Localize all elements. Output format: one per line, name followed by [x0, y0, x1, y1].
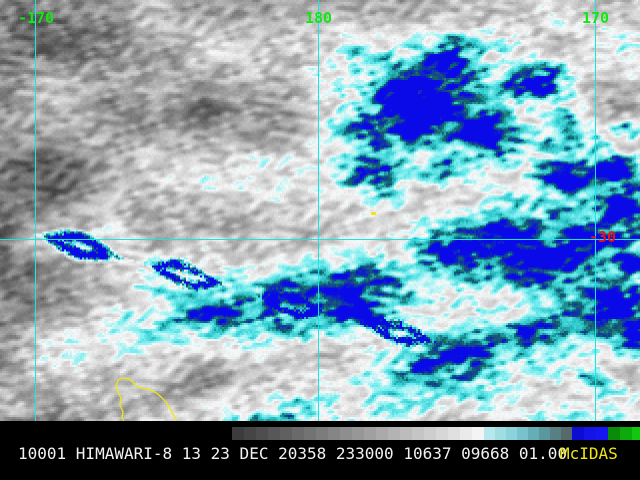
- colorbar-segment-33: [608, 427, 620, 440]
- footer-annotation: 10001 HIMAWARI-8 13 23 DEC 20358 233000 …: [0, 443, 640, 465]
- gridlabel-lat--30: -30: [589, 228, 617, 246]
- gridlabel-lon-170: 170: [582, 9, 610, 27]
- colorbar-segment-17: [424, 427, 436, 440]
- colorbar-segment-31: [584, 427, 596, 440]
- colorbar-segment-3: [256, 427, 268, 440]
- colorbar-segment-20: [460, 427, 472, 440]
- footer-panel: 10001 HIMAWARI-8 13 23 DEC 20358 233000 …: [0, 421, 640, 480]
- colorbar-segment-1: [232, 427, 244, 440]
- colorbar-segment-35: [632, 427, 640, 440]
- colorbar-segment-7: [304, 427, 316, 440]
- colorbar-segment-22: [484, 427, 495, 440]
- colorbar-segment-9: [328, 427, 340, 440]
- colorbar-segment-14: [388, 427, 400, 440]
- gridlabel-lon-180: 180: [305, 9, 333, 27]
- colorbar-segment-21: [472, 427, 484, 440]
- colorbar-segment-10: [340, 427, 352, 440]
- colorbar-segment-0: [0, 427, 232, 440]
- footer-info-line: 10001 HIMAWARI-8 13 23 DEC 20358 233000 …: [18, 444, 568, 463]
- colorbar-segment-25: [517, 427, 528, 440]
- enhancement-colorbar[interactable]: [0, 427, 640, 440]
- colorbar-segment-2: [244, 427, 256, 440]
- colorbar-segment-12: [364, 427, 376, 440]
- colorbar-segment-15: [400, 427, 412, 440]
- colorbar-segment-11: [352, 427, 364, 440]
- colorbar-segment-30: [572, 427, 584, 440]
- colorbar-segment-19: [448, 427, 460, 440]
- colorbar-segment-29: [561, 427, 572, 440]
- colorbar-segment-8: [316, 427, 328, 440]
- colorbar-segment-24: [506, 427, 517, 440]
- colorbar-segment-16: [412, 427, 424, 440]
- satellite-image-canvas[interactable]: [0, 0, 640, 421]
- mcidas-branding: McIDAS: [560, 444, 618, 463]
- colorbar-segment-34: [620, 427, 632, 440]
- colorbar-segment-6: [292, 427, 304, 440]
- infrared-imagery: [0, 0, 640, 421]
- colorbar-segment-13: [376, 427, 388, 440]
- gridlabel-lon--170: -170: [18, 9, 55, 27]
- colorbar-segment-27: [539, 427, 550, 440]
- colorbar-segment-5: [280, 427, 292, 440]
- colorbar-segment-32: [596, 427, 608, 440]
- colorbar-segment-23: [495, 427, 506, 440]
- colorbar-segment-4: [268, 427, 280, 440]
- colorbar-segment-26: [528, 427, 539, 440]
- colorbar-segment-18: [436, 427, 448, 440]
- colorbar-segment-28: [550, 427, 561, 440]
